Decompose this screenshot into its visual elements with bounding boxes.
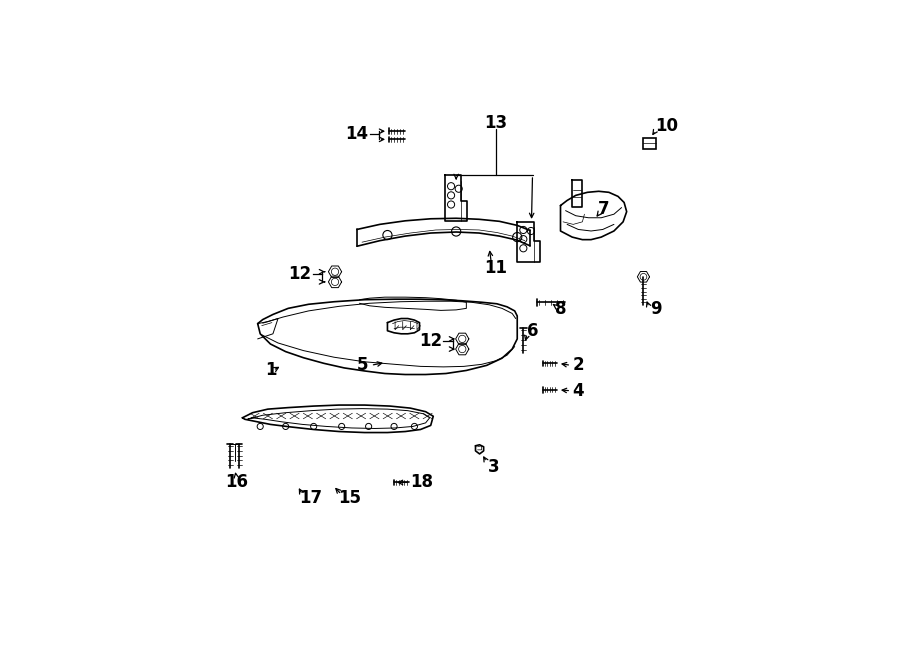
Text: 7: 7 — [598, 200, 609, 218]
Text: 18: 18 — [410, 473, 434, 491]
Bar — [644, 138, 656, 149]
Text: 15: 15 — [338, 488, 361, 507]
Text: 12: 12 — [418, 332, 442, 350]
Text: 10: 10 — [656, 117, 679, 135]
Text: 13: 13 — [484, 114, 508, 132]
Text: 1: 1 — [266, 362, 277, 379]
Text: 9: 9 — [651, 300, 662, 319]
Text: 16: 16 — [225, 473, 248, 491]
Text: 2: 2 — [572, 356, 584, 374]
Text: 12: 12 — [288, 265, 311, 283]
Text: 14: 14 — [346, 126, 369, 143]
Text: 11: 11 — [484, 258, 508, 277]
Text: 4: 4 — [572, 382, 584, 400]
Text: 17: 17 — [300, 488, 322, 507]
Text: 3: 3 — [488, 458, 500, 476]
Text: 8: 8 — [555, 300, 567, 319]
Text: 6: 6 — [527, 323, 539, 340]
Text: 5: 5 — [357, 356, 369, 374]
